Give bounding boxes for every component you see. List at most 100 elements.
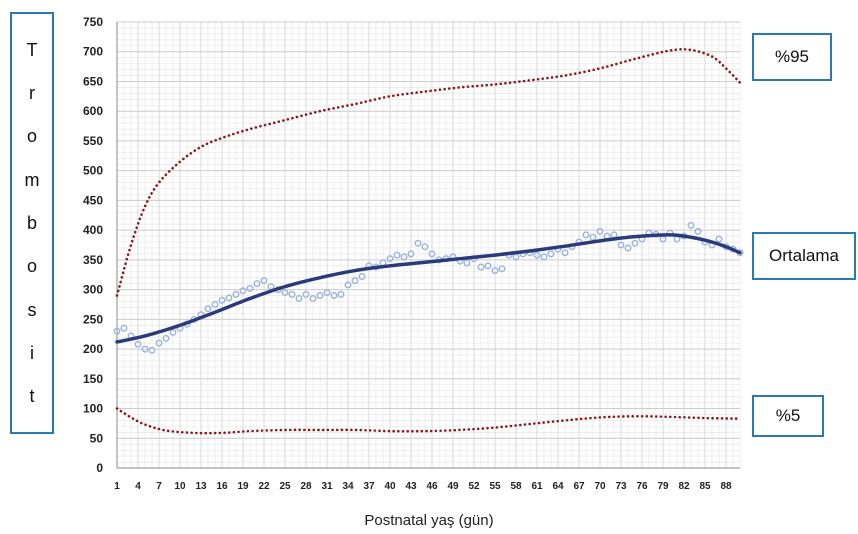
data-point xyxy=(295,295,303,303)
y-tick-label: 350 xyxy=(83,253,103,267)
data-point xyxy=(582,231,590,239)
data-point xyxy=(533,251,541,259)
data-point xyxy=(421,243,429,251)
x-tick-label: 22 xyxy=(258,481,270,492)
y-tick-label: 150 xyxy=(83,372,103,386)
series-observed xyxy=(113,221,744,354)
data-point xyxy=(302,290,310,298)
data-point xyxy=(540,253,548,261)
data-point xyxy=(484,262,492,270)
y-axis-label-letter: i xyxy=(30,342,34,363)
data-point xyxy=(309,295,317,303)
data-point xyxy=(386,255,394,263)
data-point xyxy=(225,294,233,302)
y-tick-label: 650 xyxy=(83,74,103,88)
data-point xyxy=(694,227,702,235)
label-mean: Ortalama xyxy=(752,232,856,280)
x-tick-label: 7 xyxy=(156,481,162,492)
data-point xyxy=(498,265,506,273)
x-tick-label: 31 xyxy=(321,481,333,492)
x-tick-label: 61 xyxy=(531,481,543,492)
data-point xyxy=(351,277,359,285)
data-point xyxy=(337,290,345,298)
x-tick-label: 49 xyxy=(447,481,459,492)
data-point xyxy=(288,290,296,298)
x-tick-label: 34 xyxy=(342,481,354,492)
data-point xyxy=(407,250,415,258)
data-point xyxy=(239,287,247,295)
data-point xyxy=(393,251,401,259)
y-tick-label: 250 xyxy=(83,312,103,326)
x-tick-label: 40 xyxy=(384,481,396,492)
data-point xyxy=(617,241,625,249)
y-tick-label: 500 xyxy=(83,164,103,178)
data-point xyxy=(141,345,149,353)
data-point xyxy=(204,305,212,313)
y-tick-label: 200 xyxy=(83,342,103,356)
data-point xyxy=(400,253,408,261)
data-point xyxy=(113,327,121,335)
data-point xyxy=(253,280,261,288)
x-tick-labels: 1 4 7 10 13 16 19 22 25 28 31 34 37 40 43 46 49 52 55 58 61 6… xyxy=(114,481,732,492)
y-axis-label-letter: r xyxy=(29,82,35,103)
x-tick-label: 73 xyxy=(615,481,627,492)
y-tick-label: 550 xyxy=(83,134,103,148)
data-point xyxy=(414,239,422,247)
y-axis-label-letter: s xyxy=(27,299,37,320)
y-tick-labels: 0 50 100 150 200 250 300 350 400 450 500 550 600 650 7… xyxy=(83,15,103,475)
y-axis-label-letter: T xyxy=(26,39,38,60)
y-tick-label: 300 xyxy=(83,283,103,297)
data-point xyxy=(134,340,142,348)
data-point xyxy=(148,346,156,354)
x-tick-label: 19 xyxy=(237,481,249,492)
data-point xyxy=(232,290,240,298)
data-point xyxy=(596,227,604,235)
data-point xyxy=(246,284,254,292)
x-tick-label: 28 xyxy=(300,481,312,492)
data-point xyxy=(561,249,569,257)
data-point xyxy=(687,221,695,229)
data-point xyxy=(463,259,471,267)
data-point xyxy=(715,235,723,243)
x-tick-label: 85 xyxy=(699,481,711,492)
data-point xyxy=(428,250,436,258)
x-tick-label: 16 xyxy=(216,481,228,492)
y-tick-label: 450 xyxy=(83,193,103,207)
data-point xyxy=(211,300,219,308)
data-point xyxy=(631,239,639,247)
series-p95 xyxy=(115,48,742,297)
x-tick-label: 43 xyxy=(405,481,417,492)
x-tick-label: 52 xyxy=(468,481,480,492)
axes xyxy=(116,22,740,469)
x-tick-label: 4 xyxy=(135,481,141,492)
data-point xyxy=(589,233,597,241)
x-tick-label: 70 xyxy=(594,481,606,492)
data-point xyxy=(281,289,289,297)
y-tick-label: 750 xyxy=(83,15,103,29)
grid-minor xyxy=(116,21,741,469)
x-tick-label: 13 xyxy=(195,481,207,492)
x-tick-label: 55 xyxy=(489,481,501,492)
y-tick-label: 700 xyxy=(83,45,103,59)
x-tick-label: 37 xyxy=(363,481,375,492)
y-tick-label: 100 xyxy=(83,402,103,416)
label-p95: %95 xyxy=(752,33,832,81)
grid-major xyxy=(116,21,740,469)
x-tick-label: 82 xyxy=(678,481,690,492)
data-point xyxy=(547,250,555,258)
x-tick-label: 79 xyxy=(657,481,669,492)
x-tick-label: 64 xyxy=(552,481,564,492)
data-point xyxy=(344,281,352,289)
data-point xyxy=(162,334,170,342)
label-p5: %5 xyxy=(752,395,824,437)
series-mean xyxy=(115,233,742,344)
y-axis-label-letter: m xyxy=(24,169,40,190)
data-point xyxy=(477,263,485,271)
data-point xyxy=(260,277,268,285)
x-tick-label: 10 xyxy=(174,481,186,492)
y-axis-label-letter: o xyxy=(26,256,37,277)
x-tick-label: 25 xyxy=(279,481,291,492)
series-layer xyxy=(113,48,744,435)
